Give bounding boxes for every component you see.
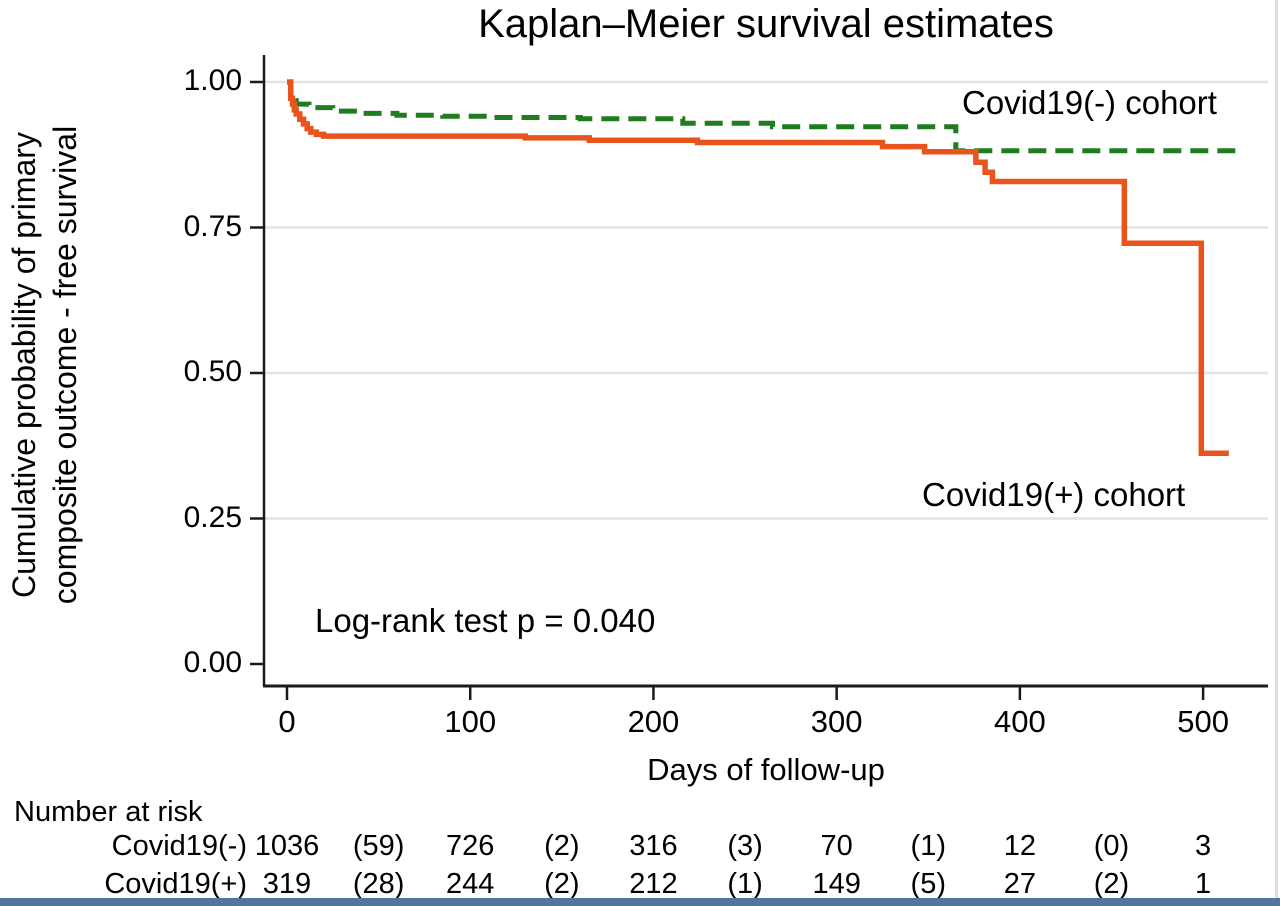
- risk-row-label-positive: Covid19(+): [104, 868, 247, 900]
- km-curve-positive: [287, 79, 1229, 457]
- bottom-border-strip: [0, 898, 1280, 906]
- x-axis-label: Days of follow-up: [647, 752, 885, 787]
- number-at-risk-heading: Number at risk: [14, 796, 203, 828]
- positive-cohort-annotation: Covid19(+) cohort: [922, 476, 1186, 513]
- risk-row-label-negative: Covid19(-): [111, 830, 247, 862]
- logrank-annotation: Log-rank test p = 0.040: [315, 602, 656, 639]
- right-border-strip: [1275, 0, 1278, 898]
- negative-cohort-annotation: Covid19(-) cohort: [962, 84, 1217, 121]
- chart-title: Kaplan–Meier survival estimates: [478, 2, 1054, 46]
